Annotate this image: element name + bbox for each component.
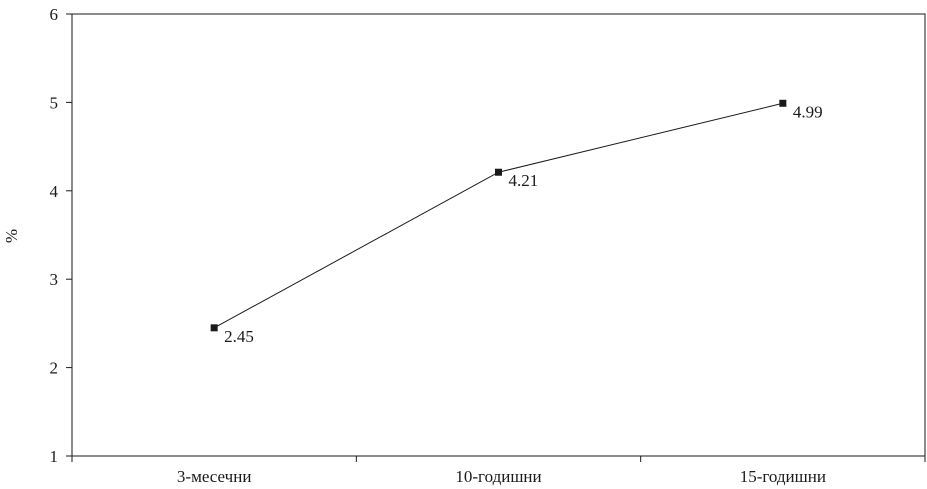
x-axis: 3-месечни 10-годишни 15-годишни bbox=[71, 456, 926, 486]
y-tick-label: 3 bbox=[50, 270, 59, 289]
data-point-marker bbox=[495, 168, 502, 176]
plot-area-frame bbox=[71, 13, 926, 457]
series-line bbox=[213, 102, 783, 329]
x-tick-label: 10-годишни bbox=[455, 467, 541, 486]
y-tick-label: 2 bbox=[50, 359, 59, 378]
data-label: 4.21 bbox=[509, 171, 539, 190]
data-label: 2.45 bbox=[224, 327, 254, 346]
x-tick-label: 3-месечни bbox=[177, 467, 252, 486]
y-tick-label: 6 bbox=[50, 5, 59, 24]
data-point-marker bbox=[779, 99, 787, 107]
y-axis-label: % bbox=[2, 229, 21, 243]
y-tick-label: 1 bbox=[50, 447, 59, 466]
y-tick-label: 4 bbox=[50, 182, 59, 201]
x-tick-label: 15-годишни bbox=[740, 467, 826, 486]
series-group: 2.45 4.21 4.99 bbox=[210, 99, 823, 346]
y-axis: 1 2 3 4 5 6 bbox=[50, 5, 72, 466]
data-point-marker bbox=[210, 324, 218, 332]
y-tick-label: 5 bbox=[50, 93, 59, 112]
data-label: 4.99 bbox=[793, 102, 823, 121]
